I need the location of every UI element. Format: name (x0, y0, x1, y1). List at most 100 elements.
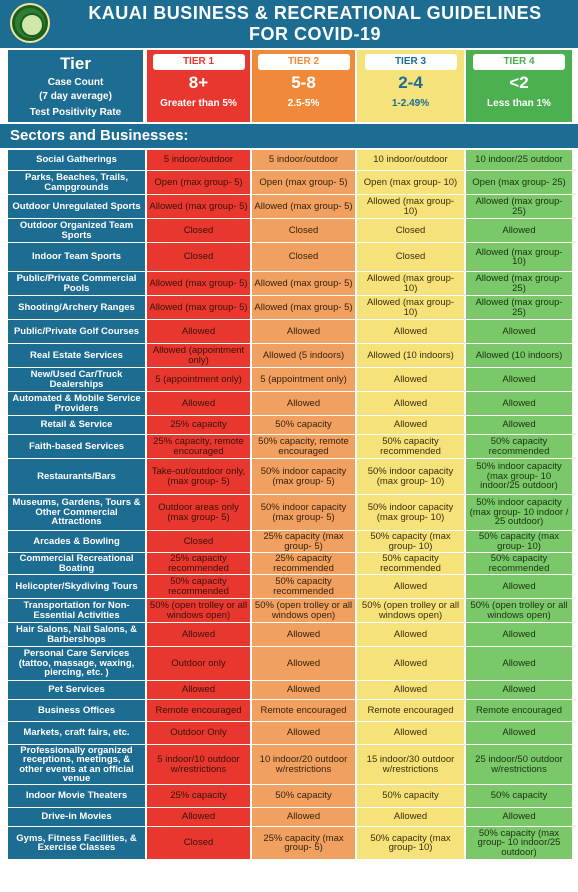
tier-4-cell: Allowed (466, 392, 572, 415)
sector-name: Automated & Mobile Service Providers (8, 392, 145, 415)
tier-3-cell: Closed (357, 219, 464, 242)
sector-name: Outdoor Unregulated Sports (8, 195, 145, 218)
tier-3-cell: 50% capacity recommended (357, 553, 464, 574)
tier-3-cell: Open (max group- 10) (357, 171, 464, 194)
sector-name: Indoor Team Sports (8, 243, 145, 271)
tier-4-cell: Allowed (466, 219, 572, 242)
sector-name: Retail & Service (8, 416, 145, 434)
tier-2-cell: 50% capacity recommended (252, 575, 355, 598)
tier-3-cell: Allowed (357, 808, 464, 826)
tier-1-cell: 25% capacity recommended (147, 553, 250, 574)
tier-1-cell: 5 indoor/outdoor (147, 150, 250, 170)
tier-3-cell: 50% capacity (max group- 10) (357, 531, 464, 552)
tier-3-cell: Allowed (357, 416, 464, 434)
tier-1-cell: 5 (appointment only) (147, 368, 250, 391)
tier-4-header: TIER 4 <2 Less than 1% (466, 50, 572, 122)
tier-2-cell: 25% capacity recommended (252, 553, 355, 574)
sector-name: Restaurants/Bars (8, 459, 145, 494)
tier-3-cell: Closed (357, 243, 464, 271)
tier-positivity-range: 2.5-5% (287, 98, 320, 109)
header-banner: KAUAI BUSINESS & RECREATIONAL GUIDELINES… (0, 0, 578, 48)
tier-3-cell: Remote encouraged (357, 700, 464, 721)
tier-2-cell: Allowed (252, 320, 355, 343)
tier-2-cell: 25% capacity (max group- 5) (252, 531, 355, 552)
table-row: Pet Services Allowed Allowed Allowed Allowed (0, 681, 578, 700)
table-row: Indoor Team Sports Closed Closed Closed Allo… (0, 243, 578, 272)
sector-name: Commercial Recreational Boating (8, 553, 145, 574)
table-row: Drive-in Movies Allowed Allowed Allowed Allo… (0, 808, 578, 827)
tier-3-cell: 50% (open trolley or all windows open) (357, 599, 464, 622)
sector-name: Business Offices (8, 700, 145, 721)
sector-name: Markets, craft fairs, etc. (8, 722, 145, 744)
table-row: Outdoor Organized Team Sports Closed Close… (0, 219, 578, 243)
tier-heading: Tier (60, 54, 91, 73)
tier-2-header: TIER 2 5-8 2.5-5% (252, 50, 355, 122)
sector-name: Real Estate Services (8, 344, 145, 367)
tier-4-cell: Allowed (466, 416, 572, 434)
table-row: Markets, craft fairs, etc. Outdoor Only Al… (0, 722, 578, 745)
tier-4-cell: 50% (open trolley or all windows open) (466, 599, 572, 622)
sector-name: Outdoor Organized Team Sports (8, 219, 145, 242)
sector-name: Drive-in Movies (8, 808, 145, 826)
table-row: Public/Private Commercial Pools Allowed (… (0, 272, 578, 296)
tier-2-cell: 50% indoor capacity (max group- 5) (252, 459, 355, 494)
tier-1-cell: Allowed (147, 681, 250, 699)
tier-2-cell: Allowed (252, 392, 355, 415)
tier-1-header: TIER 1 8+ Greater than 5% (147, 50, 250, 122)
table-row: Personal Care Services (tattoo, massage,… (0, 647, 578, 681)
tier-2-cell: 10 indoor/20 outdoor w/restrictions (252, 745, 355, 784)
tier-2-cell: Allowed (5 indoors) (252, 344, 355, 367)
tier-3-cell: 50% indoor capacity (max group- 10) (357, 495, 464, 530)
tier-4-cell: Open (max group- 25) (466, 171, 572, 194)
tier-4-cell: 50% capacity (466, 785, 572, 807)
tier-2-cell: Allowed (252, 623, 355, 646)
tier-4-cell: Allowed (466, 681, 572, 699)
guidelines-table: Social Gatherings 5 indoor/outdoor 5 indoo… (0, 150, 578, 892)
tier-2-cell: Allowed (252, 681, 355, 699)
tier-1-cell: Outdoor areas only (max group- 5) (147, 495, 250, 530)
tier-1-cell: Closed (147, 531, 250, 552)
tier-1-cell: Allowed (max group- 5) (147, 296, 250, 319)
table-row: Parks, Beaches, Trails, Campgrounds Open … (0, 171, 578, 195)
tier-1-cell: Remote encouraged (147, 700, 250, 721)
tier-4-cell: Allowed (466, 623, 572, 646)
tier-label: TIER 1 (152, 54, 245, 70)
tier-4-cell: Allowed (466, 808, 572, 826)
tier-3-cell: Allowed (357, 320, 464, 343)
tier-2-cell: Closed (252, 219, 355, 242)
tier-1-cell: Allowed (appointment only) (147, 344, 250, 367)
tier-3-header: TIER 3 2-4 1-2.49% (357, 50, 464, 122)
sector-name: Faith-based Services (8, 435, 145, 458)
tier-case-count: 5-8 (291, 73, 316, 92)
tier-4-cell: 50% capacity recommended (466, 435, 572, 458)
tier-3-cell: 50% capacity (357, 785, 464, 807)
tier-4-cell: Remote encouraged (466, 700, 572, 721)
title-line-2: FOR COVID-19 (248, 24, 382, 44)
tier-1-cell: Allowed (max group- 5) (147, 195, 250, 218)
tier-1-cell: Take-out/outdoor only, (max group- 5) (147, 459, 250, 494)
tier-2-cell: 5 indoor/outdoor (252, 150, 355, 170)
tier-1-cell: Allowed (147, 623, 250, 646)
table-row: Social Gatherings 5 indoor/outdoor 5 indoo… (0, 150, 578, 171)
page-title: KAUAI BUSINESS & RECREATIONAL GUIDELINES… (60, 3, 570, 45)
tier-case-count: 8+ (188, 73, 209, 92)
tier-positivity-range: Greater than 5% (160, 98, 237, 109)
tier-3-cell: Allowed (357, 392, 464, 415)
tier-positivity-range: Less than 1% (487, 98, 551, 109)
sector-name: Helicopter/Skydiving Tours (8, 575, 145, 598)
tier-legend-panel: Tier Case Count (7 day average) Test Pos… (8, 50, 143, 122)
table-row: Restaurants/Bars Take-out/outdoor only, (… (0, 459, 578, 495)
tier-4-cell: 50% indoor capacity (max group- 10 indoo… (466, 459, 572, 494)
tier-label: TIER 4 (473, 54, 565, 70)
tier-1-cell: Closed (147, 243, 250, 271)
table-row: Indoor Movie Theaters 25% capacity 50% cap… (0, 785, 578, 808)
tier-3-cell: Allowed (357, 575, 464, 598)
sector-name: Public/Private Commercial Pools (8, 272, 145, 295)
tier-case-count: <2 (509, 73, 529, 92)
tier-1-cell: 50% (open trolley or all windows open) (147, 599, 250, 622)
tier-1-cell: Outdoor Only (147, 722, 250, 744)
tier-label: TIER 2 (257, 54, 350, 70)
tier-4-cell: 10 indoor/25 outdoor (466, 150, 572, 170)
tier-3-cell: Allowed (357, 368, 464, 391)
table-row: Public/Private Golf Courses Allowed Allowe… (0, 320, 578, 344)
